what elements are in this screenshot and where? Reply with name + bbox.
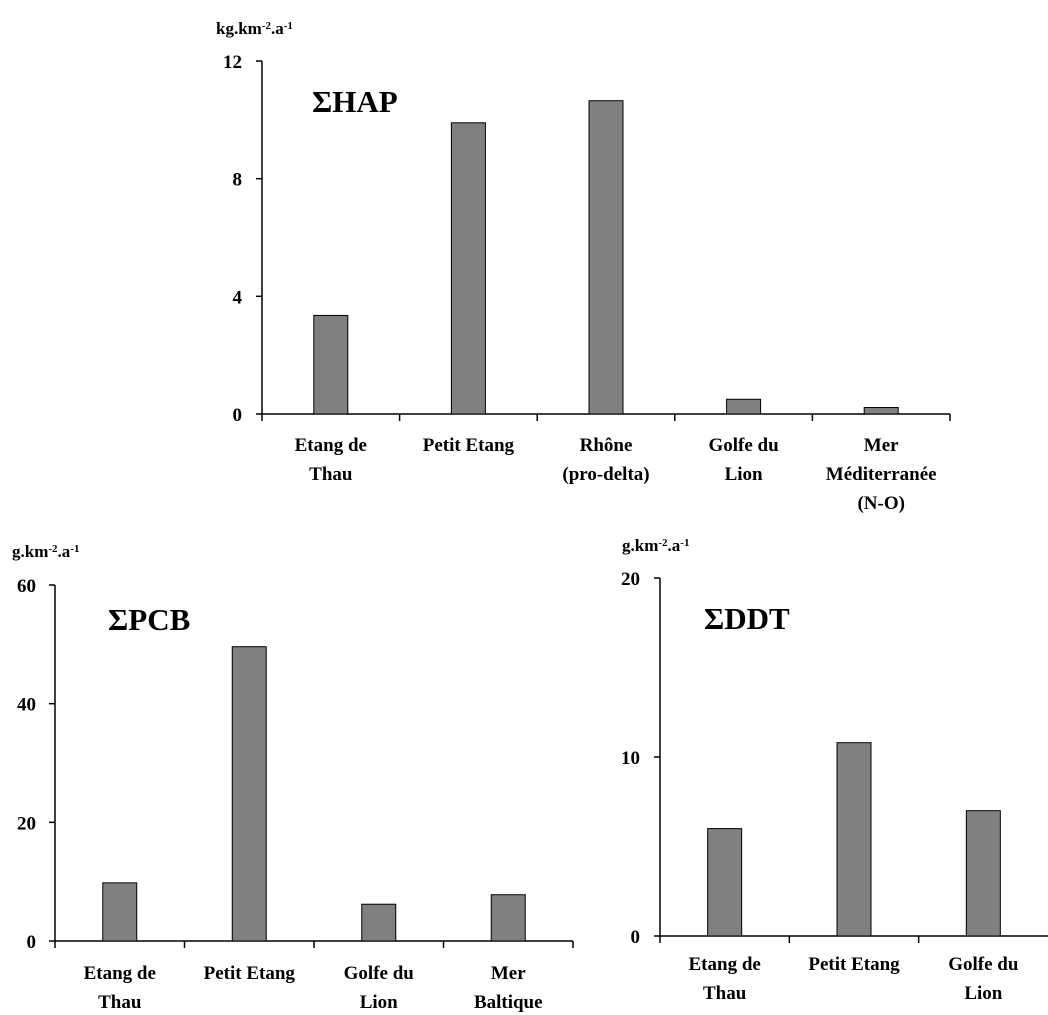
x-category-label: Etang de Thau — [295, 435, 367, 485]
chart-title: ΣPCB — [108, 602, 190, 637]
y-tick-label: 20 — [17, 813, 36, 834]
x-category-label: Etang de Thau — [84, 963, 156, 1013]
chart-ddt: 0 10 20 Etang de Thau Petit Etang Golfe du Lion… — [621, 536, 1048, 1004]
y-tick-label: 8 — [233, 170, 243, 191]
bar-2 — [588, 100, 624, 415]
x-category-label: Golfe du Lion — [948, 954, 1019, 1004]
chart-pcb: 0 20 40 60 Etang de Thau Petit Etang Golfe du Li… — [12, 542, 574, 1013]
y-tick-label: 60 — [17, 576, 36, 597]
x-category-label: Etang de Thau — [689, 954, 761, 1004]
y-tick-label: 0 — [27, 932, 37, 953]
bar-1 — [836, 742, 872, 937]
x-category-label: Golfe du Lion — [344, 963, 415, 1013]
x-category-label: Petit Etang — [808, 954, 900, 975]
x-category-label: Mer Baltique — [474, 963, 543, 1013]
bar-1 — [231, 646, 267, 942]
chart-title: ΣDDT — [704, 601, 790, 636]
bar-4 — [863, 407, 899, 415]
chart-title: ΣHAP — [312, 84, 398, 119]
bar-3 — [490, 894, 526, 942]
y-unit-label: g.km-2.a-1 — [12, 542, 79, 561]
y-unit-label: kg.km-2.a-1 — [216, 19, 293, 38]
bar-1 — [450, 122, 486, 415]
chart-hap: 0 4 8 12 Etang de Thau Petit Etang Rhône (pro-de… — [216, 19, 951, 514]
bar-0 — [102, 882, 138, 942]
y-tick-label: 20 — [621, 569, 640, 590]
bar-2 — [965, 810, 1001, 937]
x-category-label: Mer Méditerranée (N-O) — [826, 435, 937, 514]
x-category-label: Rhône (pro-delta) — [562, 435, 649, 485]
y-tick-label: 4 — [233, 287, 243, 308]
y-tick-label: 0 — [233, 405, 243, 426]
y-unit-label: g.km-2.a-1 — [622, 536, 689, 555]
x-category-label: Petit Etang — [204, 963, 296, 984]
bar-3 — [726, 398, 762, 415]
bar-0 — [707, 828, 743, 937]
bar-0 — [313, 314, 349, 415]
x-category-label: Golfe du Lion — [708, 435, 779, 485]
bar-2 — [361, 903, 397, 942]
x-category-label: Petit Etang — [423, 435, 515, 456]
y-tick-label: 10 — [621, 748, 640, 769]
y-tick-label: 12 — [223, 52, 242, 73]
y-tick-label: 40 — [17, 695, 36, 716]
y-tick-label: 0 — [631, 927, 641, 948]
